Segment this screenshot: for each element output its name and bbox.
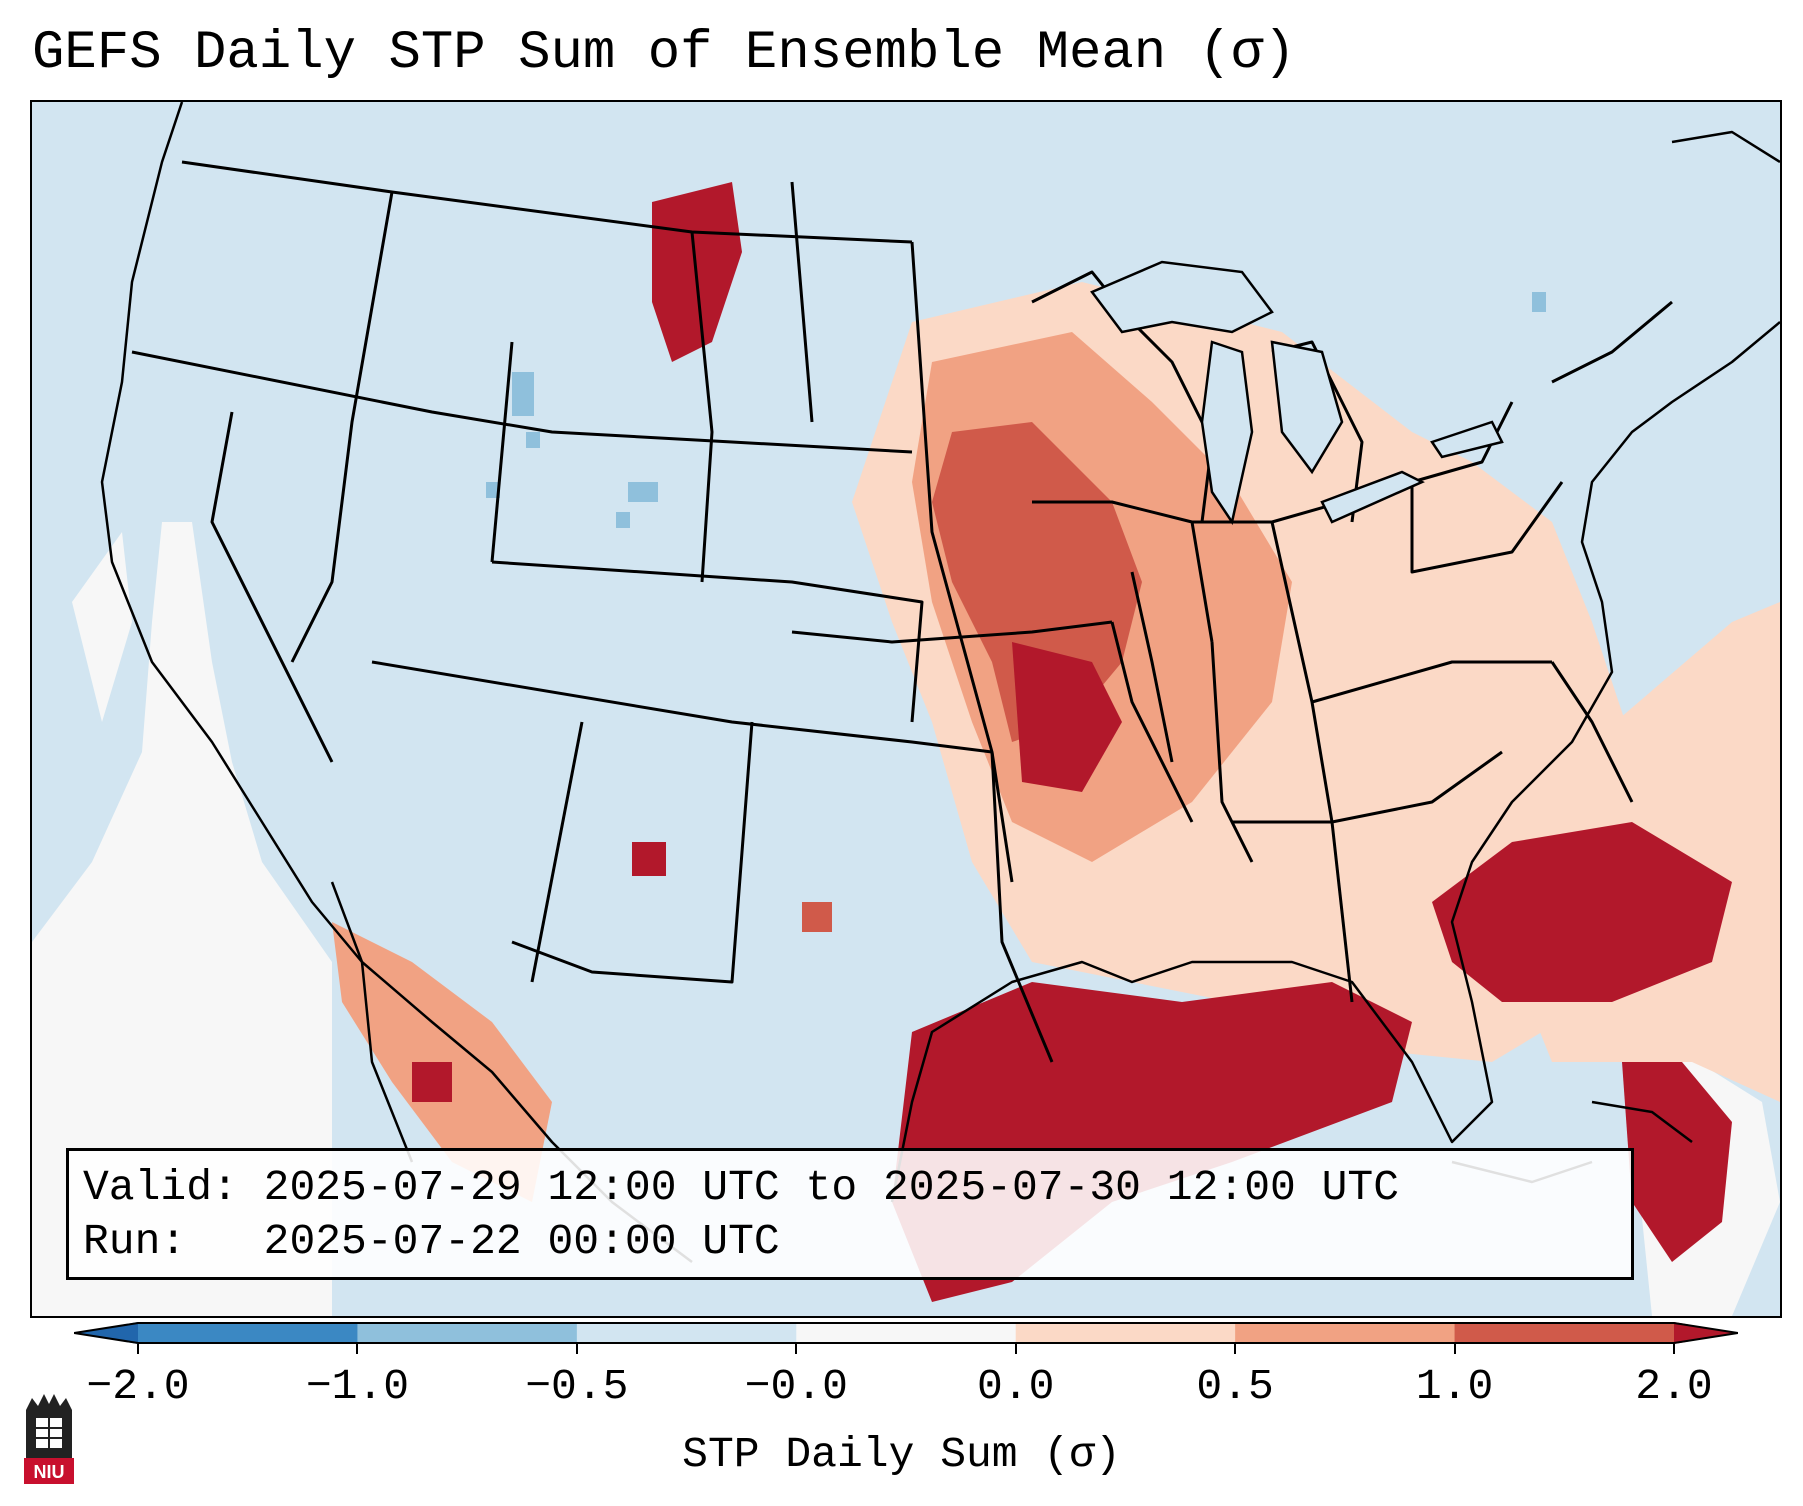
colorbar-tick-mark bbox=[356, 1344, 359, 1354]
anomaly-texas-cell bbox=[802, 902, 832, 932]
colorbar-tick-label: 1.0 bbox=[1415, 1362, 1494, 1411]
run-row: Run: 2025-07-22 00:00 UTC bbox=[83, 1215, 1617, 1269]
colorbar-tick-label: −2.0 bbox=[86, 1362, 190, 1411]
anomaly-mexico-cell bbox=[412, 1062, 452, 1102]
colorbar-tick-label: −0.0 bbox=[744, 1362, 848, 1411]
colorbar-tick-mark bbox=[1673, 1344, 1675, 1354]
colorbar-bin bbox=[1235, 1322, 1456, 1344]
colorbar-extend-high bbox=[1674, 1322, 1738, 1344]
state-boundaries bbox=[131, 160, 1673, 1063]
great-lakes bbox=[1090, 260, 1504, 526]
anomaly-atlantic-extreme bbox=[1432, 822, 1732, 1002]
anomaly-newmexico-cell bbox=[632, 842, 666, 876]
colorbar-bin bbox=[357, 1322, 578, 1344]
negative-anomaly-cells bbox=[486, 292, 1546, 528]
colorbar-label: STP Daily Sum (σ) bbox=[682, 1430, 1121, 1479]
lake-superior bbox=[1090, 260, 1274, 334]
colorbar-tick-mark bbox=[1014, 1344, 1017, 1354]
colorbar-tick-label: 2.0 bbox=[1635, 1362, 1713, 1411]
colorbar-tick-mark bbox=[137, 1344, 139, 1354]
coastlines bbox=[100, 102, 1780, 1263]
map-panel bbox=[30, 100, 1782, 1318]
colorbar-tick-label: 0.5 bbox=[1196, 1362, 1274, 1411]
lake-huron bbox=[1270, 340, 1344, 475]
anomaly-missouri-extreme bbox=[1012, 642, 1122, 792]
colorbar-tick-mark bbox=[1453, 1344, 1456, 1354]
niu-logo-text: NIU bbox=[34, 1462, 65, 1482]
colorbar-tick-mark bbox=[1234, 1344, 1237, 1354]
colorbar-bin bbox=[1454, 1322, 1675, 1344]
valid-label: Valid: bbox=[83, 1163, 238, 1212]
lake-michigan bbox=[1200, 340, 1254, 526]
colorbar-tick-label: −0.5 bbox=[525, 1362, 629, 1411]
colorbar-tick-label: 0.0 bbox=[976, 1362, 1055, 1411]
run-label: Run: bbox=[83, 1217, 187, 1266]
colorbar-bin bbox=[1015, 1322, 1236, 1344]
colorbar-extend-low bbox=[74, 1322, 138, 1344]
colorbar-tick-mark bbox=[575, 1344, 578, 1354]
valid-row: Valid: 2025-07-29 12:00 UTC to 2025-07-3… bbox=[83, 1161, 1617, 1215]
colorbar-tick-mark bbox=[795, 1344, 798, 1354]
valid-run-info-box: Valid: 2025-07-29 12:00 UTC to 2025-07-3… bbox=[66, 1148, 1634, 1280]
niu-logo: NIU bbox=[24, 1394, 74, 1484]
chart-title: GEFS Daily STP Sum of Ensemble Mean (σ) bbox=[32, 23, 1296, 84]
stp-anomaly-regions bbox=[332, 182, 1780, 1302]
colorbar-bin bbox=[138, 1322, 358, 1344]
colorbar-bin bbox=[796, 1322, 1017, 1344]
map-svg bbox=[32, 102, 1780, 1316]
lake-erie bbox=[1320, 470, 1425, 524]
colorbar bbox=[74, 1322, 1738, 1344]
colorbar-bin bbox=[576, 1322, 797, 1344]
run-value: 2025-07-22 00:00 UTC bbox=[263, 1217, 780, 1266]
colorbar-tick-label: −1.0 bbox=[305, 1362, 410, 1411]
lake-ontario bbox=[1430, 420, 1504, 459]
colorbar-outline bbox=[74, 1322, 1738, 1344]
valid-value: 2025-07-29 12:00 UTC to 2025-07-30 12:00… bbox=[263, 1163, 1400, 1212]
